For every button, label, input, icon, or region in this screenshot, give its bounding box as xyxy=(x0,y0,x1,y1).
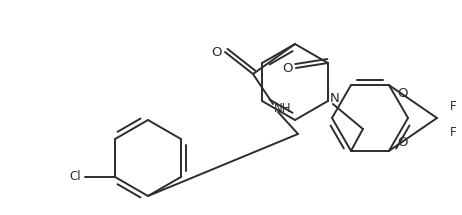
Text: O: O xyxy=(398,87,408,100)
Text: O: O xyxy=(283,61,293,75)
Text: Cl: Cl xyxy=(69,170,81,183)
Text: O: O xyxy=(398,136,408,149)
Text: NH: NH xyxy=(274,101,292,115)
Text: O: O xyxy=(212,46,222,58)
Text: F: F xyxy=(450,126,456,138)
Text: F: F xyxy=(450,100,456,112)
Text: N: N xyxy=(330,92,340,106)
